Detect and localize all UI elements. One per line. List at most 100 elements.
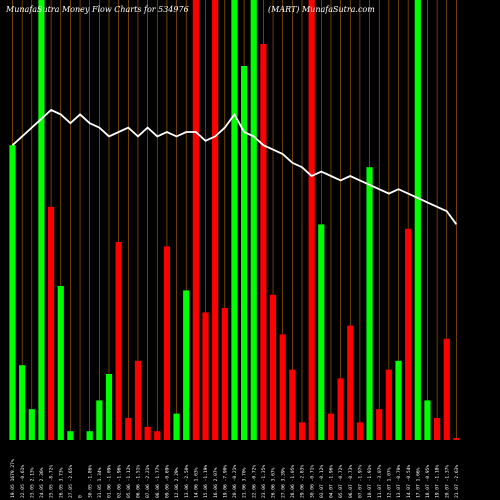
money-flow-bar [192, 0, 199, 440]
x-tick-label: 29.06 -2.83% [300, 465, 306, 498]
x-tick-label: 23.05 2.13% [29, 467, 35, 498]
money-flow-bar [434, 418, 441, 440]
bar-series [9, 0, 460, 440]
money-flow-bar [405, 228, 412, 440]
x-tick-label: 03.07 -0.12% [319, 465, 325, 498]
x-tick-label: 30.05 -1.86% [87, 465, 93, 498]
money-flow-bar [144, 426, 151, 440]
x-tick-label: 0 [78, 495, 84, 498]
x-tick-label: 25.05 -8.72% [49, 465, 55, 498]
x-tick-label: 09.06 -0.69% [165, 465, 171, 498]
x-tick-label: 13.06 -2.50% [184, 465, 190, 498]
money-flow-bar [86, 431, 93, 440]
money-flow-bar [356, 422, 363, 440]
x-tick-label: 27.06 3.39% [280, 467, 286, 498]
x-tick-label: 19.07 -1.18% [435, 465, 441, 498]
money-flow-bar [154, 431, 161, 440]
money-flow-bar [231, 0, 238, 440]
x-tick-label: 21.06 3.70% [242, 467, 248, 498]
money-flow-bar [221, 308, 228, 440]
money-flow-bar [269, 294, 277, 440]
money-flow-bar [9, 145, 16, 440]
x-tick-label: 14.06 1.63% [193, 467, 199, 498]
money-flow-bar [67, 431, 74, 440]
money-flow-bar [318, 224, 325, 440]
money-flow-bar [279, 334, 286, 440]
x-tick-label: 26.06 3.67% [271, 467, 277, 498]
x-tick-label: 22.06 -0.72% [251, 465, 257, 498]
money-flow-bar [115, 242, 122, 440]
x-tick-label: 12.06 2.29% [174, 467, 180, 498]
x-tick-label: 21.07 -2.63% [454, 465, 460, 498]
x-tick-label: 31.05 1.34% [97, 467, 103, 498]
money-flow-bar [395, 360, 402, 440]
x-tick-label: 23.06 -1.35% [261, 465, 267, 498]
money-flow-bar [212, 0, 219, 440]
x-tick-label: 20.06 -0.21% [232, 465, 238, 498]
money-flow-bar [125, 418, 132, 440]
x-tick-label: 07.07 -1.97% [358, 465, 364, 498]
x-tick-label: 05.06 -1.12% [126, 465, 132, 498]
money-flow-bar [385, 369, 392, 440]
money-flow-bar [308, 0, 315, 440]
money-flow-bar [250, 0, 257, 440]
money-flow-bar [424, 400, 431, 440]
x-tick-label: 08.06 -1.77% [155, 465, 161, 498]
x-tick-label: 15.06 -1.19% [203, 465, 209, 498]
money-flow-bar [366, 167, 373, 440]
money-flow-bar [347, 325, 354, 440]
money-flow-bar [38, 0, 45, 440]
money-flow-bar [134, 360, 142, 440]
money-flow-bar [260, 44, 267, 440]
money-flow-bar [298, 422, 306, 440]
x-tick-label: 19.05 1679.27% [10, 459, 16, 498]
money-flow-bar [453, 438, 460, 440]
x-tick-label: 13.07 -0.70% [396, 465, 402, 498]
chart-title: MunafaSutra Money Flow Charts for 534976 [5, 5, 189, 14]
x-tick-label: 27.05 -2.65% [68, 465, 74, 498]
x-tick-label: 26.05 3.73% [58, 467, 64, 498]
x-tick-label: 12.07 1.07% [386, 467, 392, 498]
money-flow-bar [163, 246, 170, 440]
money-flow-bar [19, 365, 26, 440]
x-tick-label: 14.07 -0.54% [406, 465, 412, 498]
money-flow-bar [96, 400, 103, 440]
money-flow-bar [183, 290, 190, 440]
x-tick-label: 02.06 -1.96% [116, 465, 122, 498]
money-flow-bar [376, 409, 383, 440]
money-flow-bar [173, 413, 180, 440]
x-tick-label: 11.07 -3.07% [377, 465, 383, 498]
money-flow-bar [327, 413, 335, 440]
x-tick-label: 20.07 -1.37% [444, 465, 450, 498]
x-tick-label: 28.06 -1.05% [290, 465, 296, 498]
money-flow-bar [289, 369, 296, 440]
x-tick-label: 16.06 2.07% [213, 467, 219, 498]
x-tick-label: 24.05 2.36% [39, 467, 45, 498]
x-tick-label: 22.05 -0.61% [20, 465, 26, 498]
money-flow-bar [48, 206, 55, 440]
x-tick-label: 01.06 -1.09% [107, 465, 113, 498]
x-tick-label: 07.06 -2.21% [145, 465, 151, 498]
money-flow-line [11, 108, 458, 225]
x-tick-label: 06.07 -0.73% [348, 465, 354, 498]
money-flow-bar [443, 338, 450, 440]
x-tick-label: 30.06 -0.71% [309, 465, 315, 498]
x-tick-label: 06.06 -1.51% [136, 465, 142, 498]
x-tick-label: 05.07 -0.72% [338, 465, 344, 498]
x-tick-label: 17.07 1.66% [415, 467, 421, 498]
money-flow-line-layer [11, 108, 458, 225]
money-flow-bar [414, 0, 421, 440]
chart-title-right: (MART) MunafaSutra.com [268, 5, 375, 14]
money-flow-bar [241, 66, 248, 440]
x-tick-label: 18.07 -0.95% [425, 465, 431, 498]
money-flow-bar [337, 378, 344, 440]
x-tick-label: 04.07 -1.96% [329, 465, 335, 498]
x-tick-labels: 19.05 1679.27% 22.05 -0.61% 23.05 2.13% 24.… [10, 459, 460, 498]
money-flow-bar [105, 374, 113, 440]
money-flow-bar [28, 409, 35, 440]
x-tick-label: 19.06 -7.90% [222, 465, 228, 498]
money-flow-bar [57, 286, 64, 440]
x-tick-label: 10.07 -1.91% [367, 465, 373, 498]
